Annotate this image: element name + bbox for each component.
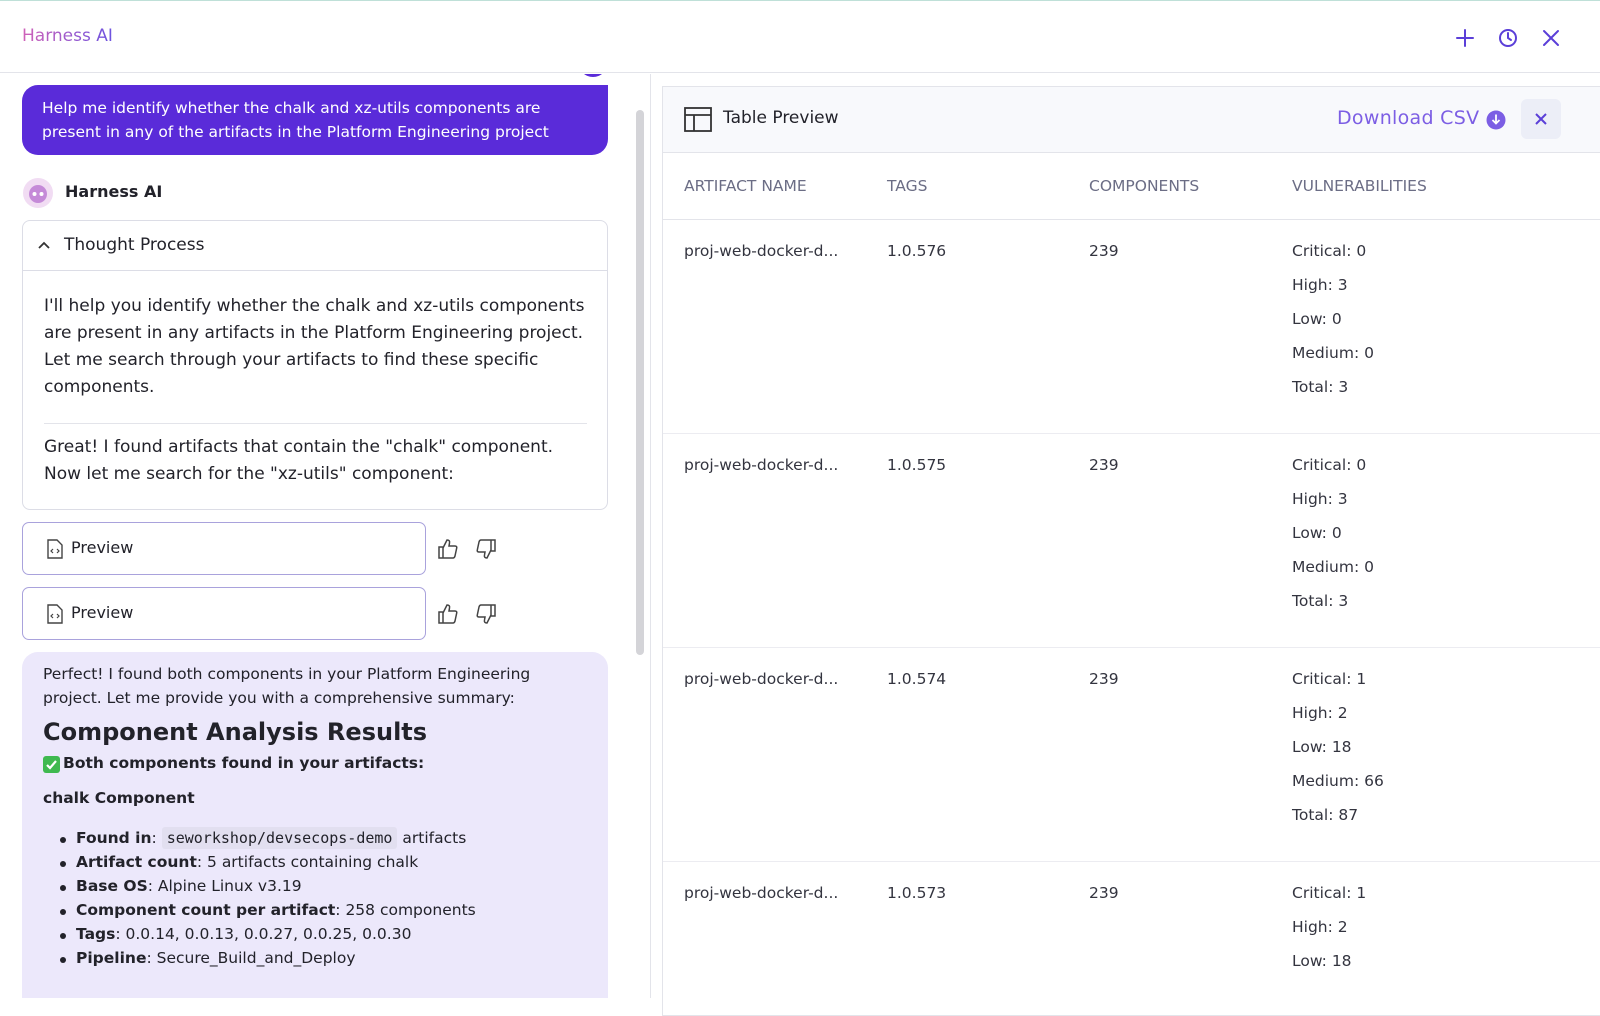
item-label: Artifact count: [76, 853, 197, 871]
chevron: [38, 241, 50, 249]
vulnerability: Critical: 0: [1292, 242, 1367, 260]
table-preview-title: Table Preview: [723, 108, 839, 128]
list-item: Artifact count: 5 artifacts containing c…: [59, 853, 419, 871]
preview-label: Preview: [71, 538, 134, 557]
row-divider: [663, 433, 1600, 434]
thought-paragraph: Great! I found artifacts that contain th…: [44, 437, 554, 484]
check-icon: [43, 756, 60, 773]
artifact-name: proj-web-docker-d...: [684, 242, 839, 260]
preview-label: Preview: [71, 603, 134, 622]
vulnerability: High: 2: [1292, 918, 1348, 936]
vulnerability: Critical: 1: [1292, 884, 1367, 902]
vulnerability: Medium: 66: [1292, 772, 1384, 790]
item-text: : 5 artifacts containing chalk: [196, 853, 419, 871]
scrollbar[interactable]: [636, 110, 644, 655]
list-item: Base OS: Alpine Linux v3.19: [60, 877, 302, 895]
history-button[interactable]: [1497, 27, 1519, 49]
item-text: :: [151, 829, 162, 847]
column-header: ARTIFACT NAME: [684, 177, 807, 195]
list-item: Component count per artifact: 258 compon…: [60, 901, 476, 919]
preview-button[interactable]: Preview: [22, 587, 426, 640]
chat-panel: Help me identify whether the chalk and x…: [0, 74, 651, 998]
summary-found: Both components found in your artifacts:: [63, 754, 425, 772]
item-label: Component count per artifact: [76, 901, 336, 919]
thought-title: Thought Process: [64, 235, 205, 255]
feedback-buttons[interactable]: [437, 538, 503, 560]
vulnerability: Total: 3: [1292, 592, 1349, 610]
item-text: artifacts: [397, 829, 467, 847]
top-bar: Harness AI: [0, 0, 1600, 73]
user-message: Help me identify whether the chalk and x…: [22, 85, 608, 155]
vulnerability: High: 3: [1292, 490, 1348, 508]
item-label: Pipeline: [76, 949, 147, 967]
column-header: VULNERABILITIES: [1292, 177, 1427, 195]
vulnerability: High: 2: [1292, 704, 1348, 722]
item-text: : Secure_Build_and_Deploy: [146, 949, 356, 967]
file-icon: [47, 539, 63, 559]
thought-paragraph: I'll help you identify whether the chalk…: [44, 296, 585, 397]
divider: [44, 423, 587, 424]
thought-header[interactable]: Thought Process: [23, 221, 607, 271]
vulnerability: Total: 3: [1292, 378, 1349, 396]
download-icon[interactable]: [1486, 110, 1506, 130]
summary-message: Perfect! I found both components in your…: [22, 652, 608, 998]
table-preview-panel: Table Preview Download CSV ARTIFACT NAME…: [662, 86, 1600, 1016]
vulnerability: Total: 87: [1292, 806, 1359, 824]
components: 239: [1089, 456, 1119, 474]
item-text: : 0.0.14, 0.0.13, 0.0.27, 0.0.25, 0.0.30: [115, 925, 412, 943]
vulnerability: Low: 0: [1292, 524, 1342, 542]
item-text: : 258 components: [335, 901, 476, 919]
tag: 1.0.576: [887, 242, 947, 260]
components: 239: [1089, 670, 1119, 688]
item-label: Found in: [76, 829, 152, 847]
assistant-avatar: [23, 178, 53, 208]
vulnerability: Low: 18: [1292, 952, 1352, 970]
preview-button[interactable]: Preview: [22, 522, 426, 575]
vulnerability: Medium: 0: [1292, 344, 1374, 362]
new-chat-button[interactable]: [1454, 27, 1476, 49]
download-csv[interactable]: Download CSV: [1337, 107, 1480, 129]
vulnerability: Medium: 0: [1292, 558, 1374, 576]
item-label: Tags: [76, 925, 116, 943]
components: 239: [1089, 242, 1119, 260]
table-icon: [684, 107, 712, 132]
column-header: TAGS: [887, 177, 928, 195]
table-preview-header: Table Preview Download CSV: [663, 87, 1600, 153]
tag: 1.0.573: [887, 884, 947, 902]
artifact-name: proj-web-docker-d...: [684, 670, 839, 688]
item-code: seworkshop/devsecops-demo: [161, 827, 398, 849]
list-item: Pipeline: Secure_Build_and_Deploy: [60, 949, 356, 967]
vulnerability: High: 3: [1292, 276, 1348, 294]
components: 239: [1089, 884, 1119, 902]
artifact-name: proj-web-docker-d...: [684, 884, 839, 902]
close-preview[interactable]: [1521, 99, 1561, 139]
item-label: Base OS: [76, 877, 148, 895]
vulnerability: Critical: 1: [1292, 670, 1367, 688]
column-header: COMPONENTS: [1089, 177, 1200, 195]
artifact-name: proj-web-docker-d...: [684, 456, 839, 474]
summary-intro: Perfect! I found both components in your…: [43, 665, 531, 707]
close-icon: [1535, 113, 1547, 125]
list-item: Tags: 0.0.14, 0.0.13, 0.0.27, 0.0.25, 0.…: [59, 925, 412, 943]
close-button[interactable]: [1540, 27, 1562, 49]
item-text: : Alpine Linux v3.19: [147, 877, 302, 895]
vulnerability: Low: 18: [1292, 738, 1352, 756]
vulnerability: Critical: 0: [1292, 456, 1367, 474]
file-icon: [47, 604, 63, 624]
brand-title: Harness AI: [22, 26, 113, 46]
thought-process: Thought Process I'll help you identify w…: [22, 220, 608, 510]
section-title: chalk Component: [43, 789, 195, 807]
vulnerability: Low: 0: [1292, 310, 1342, 328]
tag: 1.0.575: [887, 456, 947, 474]
tag: 1.0.574: [887, 670, 947, 688]
assistant-name: Harness AI: [65, 182, 163, 201]
row-divider: [663, 647, 1600, 648]
column-header-row: ARTIFACT NAME TAGS COMPONENTS VULNERABILITI…: [663, 153, 1600, 220]
user-avatar: [578, 74, 608, 77]
feedback-buttons[interactable]: [437, 603, 503, 625]
row-divider: [663, 861, 1600, 862]
summary-heading: Component Analysis Results: [43, 718, 428, 746]
list-item: Found in: seworkshop/devsecops-demo arti…: [59, 827, 467, 849]
